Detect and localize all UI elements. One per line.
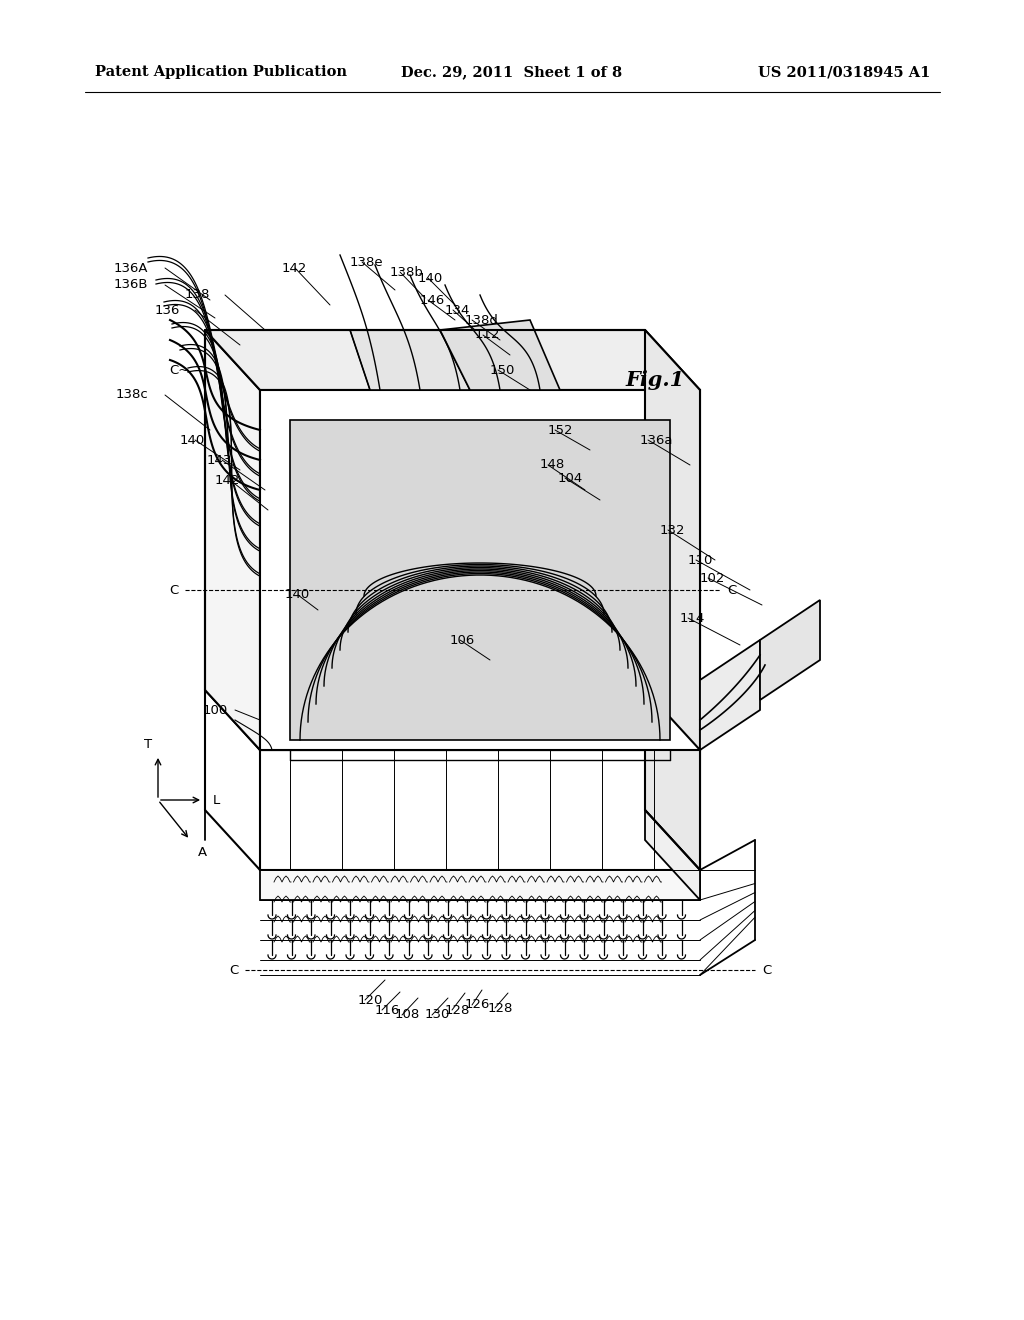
Text: 136: 136 <box>155 304 180 317</box>
Text: C~: C~ <box>170 363 190 376</box>
Polygon shape <box>350 330 470 389</box>
Text: C: C <box>762 964 771 977</box>
Text: C: C <box>169 583 178 597</box>
Text: Fig.1: Fig.1 <box>625 370 684 389</box>
Text: 138: 138 <box>184 289 210 301</box>
Text: 110: 110 <box>688 553 714 566</box>
Text: 138c: 138c <box>116 388 148 401</box>
Text: 143: 143 <box>207 454 232 466</box>
Text: 140: 140 <box>285 589 310 602</box>
Text: 112: 112 <box>475 329 501 342</box>
Text: L: L <box>213 793 220 807</box>
Text: 132: 132 <box>660 524 685 536</box>
Text: 126: 126 <box>465 998 490 1011</box>
Polygon shape <box>260 870 700 900</box>
Polygon shape <box>205 690 700 750</box>
Text: 102: 102 <box>700 572 725 585</box>
Text: T: T <box>144 738 152 751</box>
Text: C: C <box>727 583 736 597</box>
Text: 128: 128 <box>445 1003 470 1016</box>
Text: 106: 106 <box>450 634 475 647</box>
Text: 150: 150 <box>490 363 515 376</box>
Polygon shape <box>440 319 560 389</box>
Polygon shape <box>645 690 700 870</box>
Text: 142: 142 <box>215 474 241 487</box>
Text: Dec. 29, 2011  Sheet 1 of 8: Dec. 29, 2011 Sheet 1 of 8 <box>401 65 623 79</box>
Text: 138b: 138b <box>390 265 424 279</box>
Polygon shape <box>205 330 700 389</box>
Text: 128: 128 <box>488 1002 513 1015</box>
Polygon shape <box>760 601 820 700</box>
Text: 140: 140 <box>180 433 205 446</box>
Polygon shape <box>205 330 260 750</box>
Text: 114: 114 <box>680 611 706 624</box>
Text: Patent Application Publication: Patent Application Publication <box>95 65 347 79</box>
Text: 136B: 136B <box>114 279 148 292</box>
Text: 140: 140 <box>418 272 443 285</box>
Text: A: A <box>198 846 207 858</box>
Text: C: C <box>228 964 238 977</box>
Text: 104: 104 <box>558 471 584 484</box>
Polygon shape <box>260 750 700 870</box>
Text: US 2011/0318945 A1: US 2011/0318945 A1 <box>758 65 930 79</box>
Text: 100: 100 <box>203 704 228 717</box>
Text: 148: 148 <box>540 458 565 471</box>
Text: 152: 152 <box>548 424 573 437</box>
Text: 146: 146 <box>420 293 445 306</box>
Text: 136A: 136A <box>114 261 148 275</box>
Text: 138d: 138d <box>465 314 499 326</box>
Text: 120: 120 <box>358 994 383 1006</box>
Text: 130: 130 <box>425 1008 451 1022</box>
Text: 136a: 136a <box>640 433 674 446</box>
Text: 116: 116 <box>375 1003 400 1016</box>
Polygon shape <box>645 330 700 750</box>
Text: 134: 134 <box>445 304 470 317</box>
Text: 142: 142 <box>282 261 307 275</box>
Text: 138e: 138e <box>350 256 384 268</box>
Polygon shape <box>260 389 700 750</box>
Polygon shape <box>645 810 700 900</box>
Polygon shape <box>290 420 670 741</box>
Text: 108: 108 <box>395 1008 420 1022</box>
Polygon shape <box>700 640 760 750</box>
